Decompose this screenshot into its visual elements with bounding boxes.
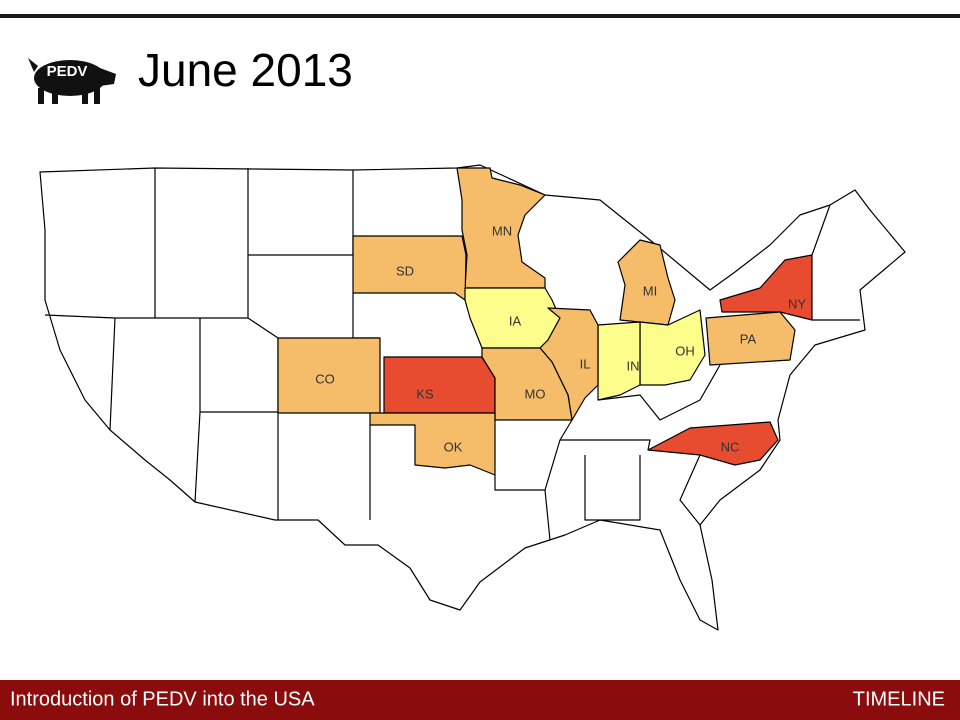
state-label: OH xyxy=(675,343,695,358)
state-label: NY xyxy=(788,296,806,311)
footer-right: TIMELINE xyxy=(853,688,945,710)
state-shape xyxy=(597,321,641,401)
footer-left: Introduction of PEDV into the USA xyxy=(10,688,315,710)
state-label: IN xyxy=(627,358,640,373)
state-shape xyxy=(369,412,496,476)
state-label: IL xyxy=(580,356,591,371)
state-shape xyxy=(705,311,796,366)
state-shape xyxy=(456,167,546,289)
state-label: PA xyxy=(740,331,757,346)
state-label: MI xyxy=(643,283,657,298)
state-shape xyxy=(481,347,573,421)
state-label: OK xyxy=(444,439,463,454)
state-label: MO xyxy=(525,386,546,401)
state-labels: MN SD IA MI NY PA OH IN IL CO KS MO OK N… xyxy=(315,223,806,454)
state-label: KS xyxy=(416,386,434,401)
state-shape xyxy=(639,309,706,386)
logo-text: PEDV xyxy=(47,63,88,80)
state-shape xyxy=(383,356,496,414)
state-label: IA xyxy=(509,313,522,328)
title: June 2013 xyxy=(138,44,353,96)
state-shape xyxy=(647,421,779,466)
state-label: NC xyxy=(721,439,740,454)
us-map: MN SD IA MI NY PA OH IN IL CO KS MO OK N… xyxy=(39,164,906,631)
state-label: MN xyxy=(492,223,512,238)
state-label: SD xyxy=(396,263,414,278)
top-rule xyxy=(0,14,960,18)
pig-logo: PEDV xyxy=(28,58,116,104)
state-label: CO xyxy=(315,371,335,386)
footer-bar xyxy=(0,680,960,720)
state-shape xyxy=(719,254,813,321)
